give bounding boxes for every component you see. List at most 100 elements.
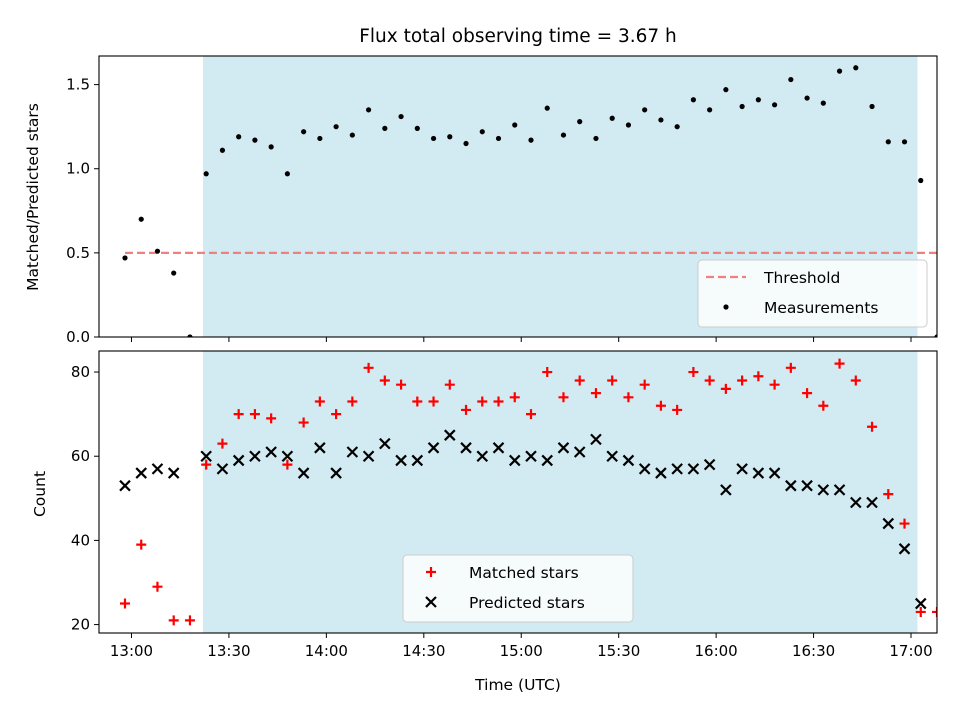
data-point [171, 270, 177, 276]
bottom-plot-frame [98, 350, 938, 634]
data-point [461, 404, 472, 415]
data-point [314, 396, 325, 407]
data-point [333, 124, 339, 130]
data-point [152, 581, 163, 592]
data-point [723, 87, 729, 93]
chart-title: Flux total observing time = 3.67 h [359, 26, 677, 47]
data-point [297, 467, 310, 479]
data-point [755, 97, 761, 103]
data-point [349, 132, 355, 138]
data-point [915, 606, 926, 617]
data-point [918, 177, 924, 184]
data-point [625, 122, 632, 128]
data-point [284, 171, 290, 177]
data-point [395, 454, 407, 467]
data-point [804, 95, 810, 101]
data-point [690, 97, 696, 103]
data-point [203, 171, 209, 177]
data-point [492, 442, 505, 454]
data-point [427, 442, 440, 454]
y-tick-label: 80 [71, 363, 90, 381]
data-point [606, 450, 618, 463]
bottom-legend: Matched stars Predicted stars [402, 554, 634, 623]
y-tick-label: 0.0 [66, 328, 90, 346]
data-point [932, 606, 937, 617]
data-point [509, 392, 520, 403]
legend-matched-stars-label: Matched stars [469, 564, 579, 582]
data-point [379, 375, 390, 386]
top-plot-frame [98, 55, 938, 338]
data-point [820, 100, 826, 106]
data-point [622, 454, 635, 467]
data-point [577, 119, 583, 125]
data-point [479, 129, 485, 135]
top-plot-panel: 0.0 0.5 1.0 1.5 Threshold Measurements [66, 55, 938, 346]
data-point [801, 479, 813, 492]
data-point [788, 76, 794, 83]
data-point [623, 392, 634, 403]
series-predicted-stars [119, 429, 927, 610]
data-point [703, 458, 716, 471]
x-tick-label: 16:00 [695, 642, 738, 660]
data-point [914, 597, 927, 610]
x-tick-label: 13:30 [207, 642, 250, 660]
series-measurements [122, 65, 937, 337]
data-point [642, 107, 648, 113]
data-point [119, 479, 131, 492]
data-point [609, 115, 615, 121]
x-tick-label: 14:00 [305, 642, 348, 660]
data-point [428, 396, 439, 407]
bottom-plot-area [119, 358, 937, 626]
data-point [314, 442, 326, 454]
data-point [658, 117, 664, 123]
data-point [444, 429, 456, 441]
data-point [688, 367, 699, 378]
data-point [476, 450, 489, 463]
data-point [573, 446, 586, 458]
data-point [899, 518, 910, 529]
data-point [266, 413, 277, 424]
data-point [607, 375, 618, 386]
series-matched-stars [119, 358, 937, 626]
legend-threshold-label: Threshold [763, 269, 840, 287]
data-point [444, 379, 455, 390]
data-point [460, 442, 472, 454]
data-point [883, 489, 894, 500]
legend-measurements-label: Measurements [764, 299, 879, 317]
data-point [720, 484, 732, 496]
y-tick-label: 20 [71, 616, 90, 634]
x-tick-label: 15:00 [500, 642, 543, 660]
data-point [590, 433, 602, 446]
data-point [252, 137, 258, 143]
data-point [154, 248, 161, 254]
data-point [346, 446, 359, 458]
data-point [638, 463, 651, 475]
data-point [414, 125, 420, 131]
data-point [593, 135, 599, 142]
legend-predicted-stars-label: Predicted stars [469, 594, 585, 612]
data-point [541, 454, 554, 467]
data-point [655, 400, 666, 411]
data-point [363, 362, 374, 373]
data-point [167, 467, 180, 479]
data-point [672, 404, 683, 415]
data-point [768, 467, 781, 479]
data-point [382, 125, 388, 131]
data-point [135, 467, 148, 479]
data-point [477, 396, 488, 407]
data-point [187, 334, 193, 337]
data-point [298, 417, 309, 428]
data-point [737, 375, 748, 386]
data-point [898, 543, 911, 555]
data-point [574, 375, 585, 386]
data-point [151, 463, 164, 475]
y-tick-label: 1.5 [66, 76, 90, 94]
data-point [557, 442, 570, 454]
data-point [525, 409, 536, 420]
data-point [785, 479, 797, 492]
data-point [655, 467, 667, 479]
data-point [136, 539, 147, 550]
data-point [447, 134, 453, 140]
data-point [282, 459, 293, 470]
legend-predicted-stars-swatch [425, 596, 437, 608]
